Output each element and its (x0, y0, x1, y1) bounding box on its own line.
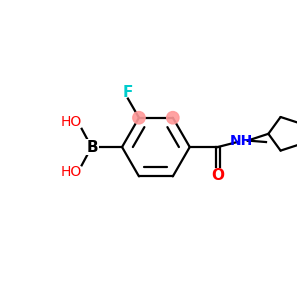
Text: B: B (87, 140, 98, 154)
Circle shape (133, 112, 145, 124)
Text: O: O (211, 168, 224, 183)
Text: F: F (123, 85, 133, 100)
Circle shape (167, 112, 179, 124)
Text: NH: NH (230, 134, 253, 148)
Text: HO: HO (61, 165, 82, 179)
Text: HO: HO (61, 115, 82, 129)
